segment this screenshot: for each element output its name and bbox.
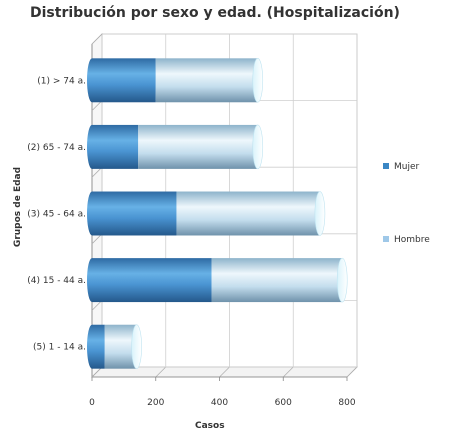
x-gridline-floor <box>282 366 294 378</box>
bar-end-cap <box>131 324 142 369</box>
x-axis-label: Casos <box>195 421 225 431</box>
legend-swatch-hombre <box>383 236 389 242</box>
chart-title: Distribución por sexo y edad. (Hospitali… <box>30 5 400 21</box>
y-gridline-side <box>91 33 103 45</box>
y-tick-label: (5) 1 - 14 a. <box>33 343 86 353</box>
bar-end-cap <box>336 257 348 303</box>
bar-start-cap <box>87 124 97 169</box>
bar-hombre <box>104 324 137 369</box>
bar-start-cap <box>87 324 97 369</box>
legend-swatch-mujer <box>383 163 389 169</box>
bar-mujer <box>92 258 212 303</box>
y-tick-label: (1) > 74 a. <box>37 76 86 86</box>
bar-end-cap <box>252 124 264 170</box>
bar-mujer <box>92 191 177 236</box>
bar-mujer <box>92 58 156 103</box>
x-tick-label: 800 <box>338 398 355 408</box>
bar-hombre <box>155 58 258 103</box>
x-gridline-floor <box>346 366 358 378</box>
x-tick-label: 600 <box>275 398 292 408</box>
bar-start-cap <box>87 258 97 303</box>
y-tick-label: (2) 65 - 74 a. <box>27 143 86 153</box>
bar-hombre <box>211 258 343 303</box>
y-tick-label: (4) 15 - 44 a. <box>27 276 86 286</box>
y-tick-label: (3) 45 - 64 a. <box>27 210 86 220</box>
x-tick-label: 400 <box>211 398 228 408</box>
bar-hombre <box>138 124 258 169</box>
bar-end-cap <box>252 58 264 103</box>
x-gridline-floor <box>219 366 230 378</box>
bar-start-cap <box>87 58 97 103</box>
bar-end-cap <box>314 191 326 236</box>
legend-label-hombre: Hombre <box>394 235 430 245</box>
bar-mujer <box>92 124 139 169</box>
bar-hombre <box>176 191 320 236</box>
bar-start-cap <box>87 191 97 236</box>
legend-label-mujer: Mujer <box>394 162 420 172</box>
x-tick-label: 200 <box>147 398 164 408</box>
x-tick-label: 0 <box>89 398 95 408</box>
x-gridline-floor <box>155 366 167 378</box>
